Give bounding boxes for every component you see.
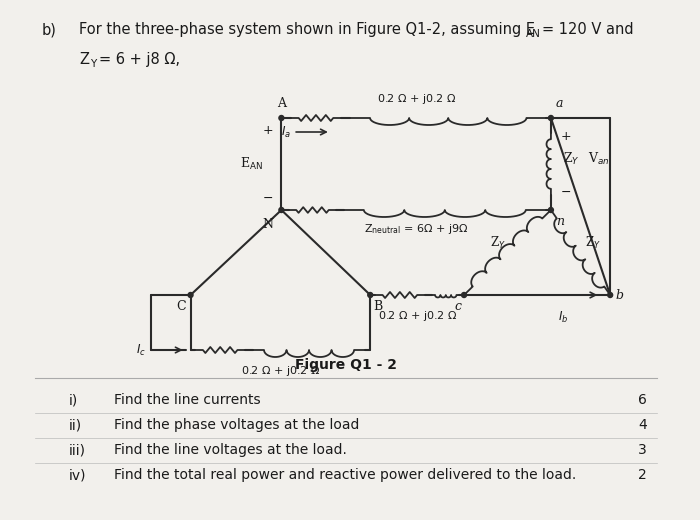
- Circle shape: [549, 207, 554, 213]
- Text: c: c: [454, 300, 461, 313]
- Text: E$_{\rm AN}$: E$_{\rm AN}$: [240, 156, 263, 172]
- Text: iv): iv): [69, 468, 87, 482]
- Text: 0.2 $\Omega$ + j0.2 $\Omega$: 0.2 $\Omega$ + j0.2 $\Omega$: [377, 92, 456, 106]
- Text: Find the line voltages at the load.: Find the line voltages at the load.: [113, 443, 346, 457]
- Text: b: b: [615, 289, 623, 302]
- Circle shape: [461, 293, 466, 297]
- Text: N: N: [262, 218, 274, 231]
- Text: C: C: [176, 300, 186, 313]
- Text: Z$_Y$: Z$_Y$: [490, 235, 505, 251]
- Text: Find the phase voltages at the load: Find the phase voltages at the load: [113, 418, 359, 432]
- Text: 0.2 $\Omega$ + j0.2 $\Omega$: 0.2 $\Omega$ + j0.2 $\Omega$: [241, 364, 320, 378]
- Text: 6: 6: [638, 393, 647, 407]
- Text: Z$_Y$: Z$_Y$: [563, 151, 580, 167]
- Text: Find the total real power and reactive power delivered to the load.: Find the total real power and reactive p…: [113, 468, 576, 482]
- Text: 4: 4: [638, 418, 647, 432]
- Text: $I_a$: $I_a$: [281, 124, 291, 139]
- Text: Z$_{\rm neutral}$ = 6$\Omega$ + j9$\Omega$: Z$_{\rm neutral}$ = 6$\Omega$ + j9$\Omeg…: [364, 222, 468, 236]
- Circle shape: [188, 293, 193, 297]
- Text: 2: 2: [638, 468, 647, 482]
- Text: −: −: [561, 186, 571, 199]
- Text: AN: AN: [526, 29, 541, 39]
- Text: $I_c$: $I_c$: [136, 343, 146, 358]
- Text: b): b): [41, 22, 56, 37]
- Text: Figure Q1 - 2: Figure Q1 - 2: [295, 358, 397, 372]
- Text: a: a: [556, 97, 564, 110]
- Circle shape: [279, 207, 284, 213]
- Text: 3: 3: [638, 443, 647, 457]
- Text: Find the line currents: Find the line currents: [113, 393, 260, 407]
- Text: $I_b$: $I_b$: [558, 310, 568, 325]
- Text: +: +: [561, 129, 571, 142]
- Text: = 120 V and: = 120 V and: [542, 22, 634, 37]
- Circle shape: [368, 293, 372, 297]
- Text: Y: Y: [90, 59, 96, 69]
- Text: 0.2 $\Omega$ + j0.2 $\Omega$: 0.2 $\Omega$ + j0.2 $\Omega$: [377, 309, 456, 323]
- Circle shape: [549, 115, 554, 121]
- Text: iii): iii): [69, 443, 86, 457]
- Text: A: A: [277, 97, 286, 110]
- Text: i): i): [69, 393, 78, 407]
- Text: n: n: [556, 215, 564, 228]
- Circle shape: [608, 293, 612, 297]
- Text: = 6 + j8 Ω,: = 6 + j8 Ω,: [99, 52, 180, 67]
- Text: +: +: [263, 124, 274, 137]
- Text: −: −: [263, 191, 274, 204]
- Text: For the three-phase system shown in Figure Q1-2, assuming E: For the three-phase system shown in Figu…: [79, 22, 535, 37]
- Text: Z: Z: [79, 52, 89, 67]
- Text: V$_{an}$: V$_{an}$: [589, 151, 610, 167]
- Circle shape: [279, 115, 284, 121]
- Text: Z$_Y$: Z$_Y$: [585, 235, 601, 251]
- Text: ii): ii): [69, 418, 82, 432]
- Text: B: B: [373, 300, 382, 313]
